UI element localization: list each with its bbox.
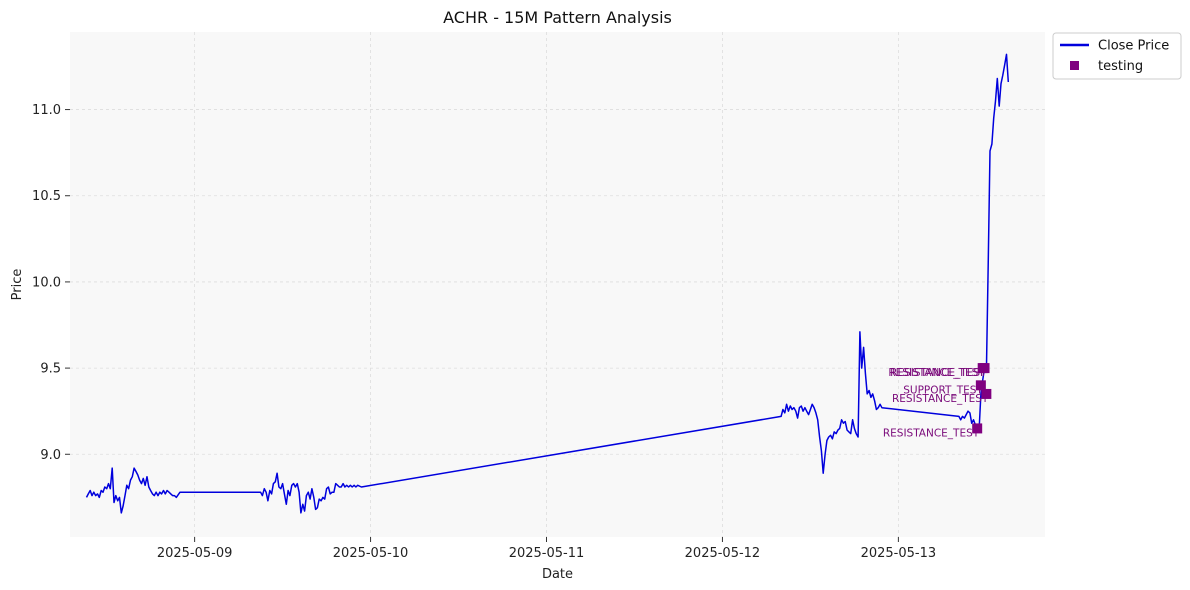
- testing-marker: [975, 380, 986, 391]
- y-tick-label: 10.0: [32, 275, 61, 290]
- legend: Close Price testing: [1052, 32, 1182, 80]
- pattern-annotation: RESISTANCE_TEST: [892, 393, 989, 405]
- x-tick-label: 2025-05-13: [861, 546, 937, 561]
- close-price-series: [85, 53, 1010, 514]
- y-tick-label: 9.5: [40, 362, 61, 377]
- legend-entry-testing: testing: [1098, 59, 1143, 74]
- y-axis-label: Price: [10, 269, 25, 301]
- y-tick-label: 10.5: [32, 189, 61, 204]
- y-tick-label: 11.0: [32, 103, 61, 118]
- pattern-annotation: SUPPORT_TEST: [903, 384, 983, 396]
- x-tick-label: 2025-05-11: [509, 546, 585, 561]
- testing-marker: [979, 363, 990, 374]
- pattern-annotation: RESISTANCE_TEST: [883, 427, 980, 439]
- legend-entry-close-price: Close Price: [1098, 39, 1169, 54]
- testing-marker: [972, 423, 983, 434]
- chart-title: ACHR - 15M Pattern Analysis: [443, 8, 672, 27]
- pattern-annotation: RESISTANCE_TEST: [888, 367, 985, 379]
- y-tick-label: 9.0: [40, 448, 61, 463]
- x-tick-label: 2025-05-10: [333, 546, 409, 561]
- annotations: RESISTANCE_TESTSUPPORT_TESTRESISTANCE_TE…: [883, 367, 989, 439]
- plot-area: [70, 32, 1045, 537]
- axes: 2025-05-09 2025-05-10 2025-05-11 2025-05-12…: [32, 103, 936, 561]
- close-price-line: [85, 53, 1010, 514]
- x-axis-label: Date: [542, 567, 573, 582]
- x-tick-label: 2025-05-09: [157, 546, 233, 561]
- testing-markers: [972, 363, 992, 434]
- legend-marker-swatch: [1070, 61, 1079, 70]
- pattern-annotation: RESISTANCE_TEST: [890, 367, 987, 379]
- grid-lines: [70, 32, 1045, 537]
- x-tick-label: 2025-05-12: [685, 546, 761, 561]
- testing-marker: [981, 388, 992, 399]
